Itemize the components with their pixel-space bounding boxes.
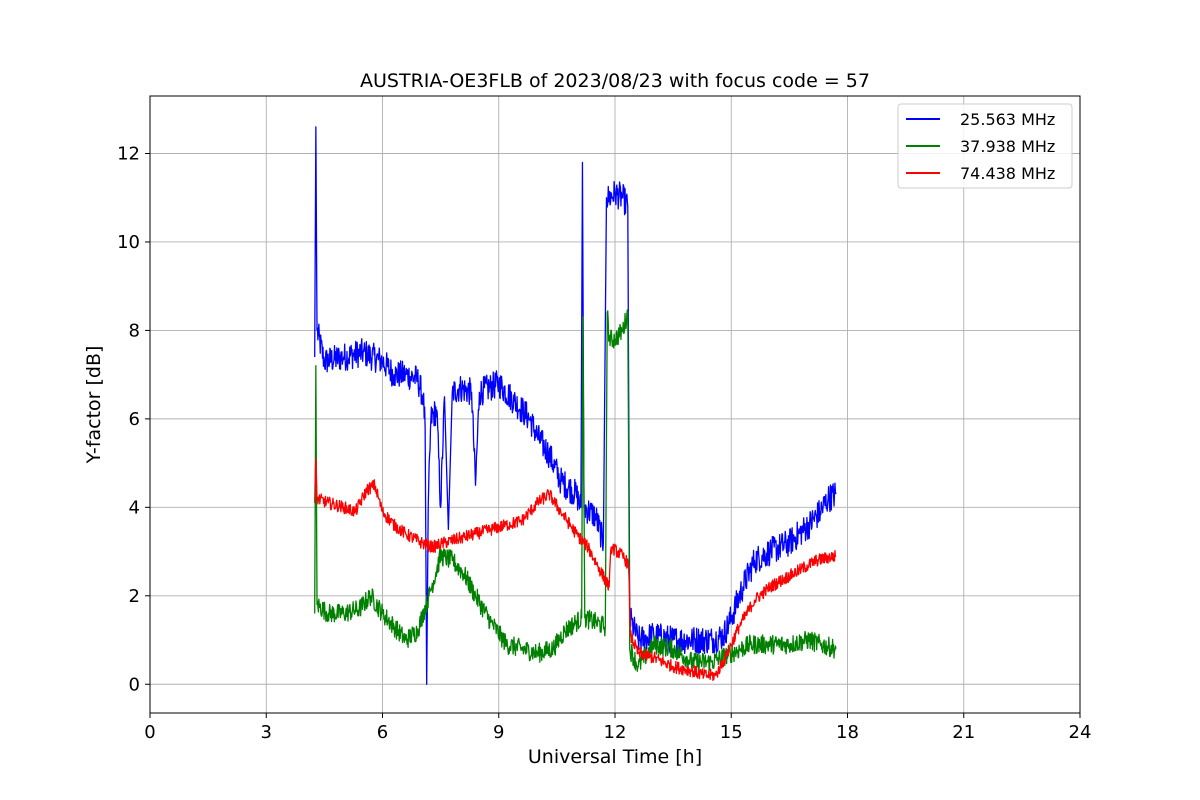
x-tick-label: 3 <box>261 722 272 743</box>
chart-title: AUSTRIA-OE3FLB of 2023/08/23 with focus … <box>360 70 870 92</box>
series-line-3 <box>314 458 837 682</box>
y-tick-label: 10 <box>117 232 140 253</box>
x-tick-label: 18 <box>836 722 859 743</box>
y-tick-label: 6 <box>129 409 140 430</box>
x-tick-label: 0 <box>144 722 155 743</box>
series-line-1 <box>314 126 837 685</box>
series-lines <box>314 126 837 685</box>
x-tick-label: 12 <box>604 722 627 743</box>
legend: 25.563 MHz 37.938 MHz 74.438 MHz <box>897 103 1073 189</box>
y-tick-label: 8 <box>129 320 140 341</box>
x-tick-label: 9 <box>493 722 504 743</box>
grid <box>149 96 1081 713</box>
legend-entry: 25.563 MHz <box>960 110 1055 129</box>
x-tick-label: 21 <box>952 722 975 743</box>
y-tick-label: 2 <box>129 586 140 607</box>
x-axis-label: Universal Time [h] <box>528 746 702 768</box>
legend-entry: 74.438 MHz <box>960 164 1055 183</box>
x-tick-label: 15 <box>720 722 743 743</box>
y-tick-label: 12 <box>117 143 140 164</box>
x-tick-label: 24 <box>1069 722 1092 743</box>
series-line-2 <box>314 309 837 673</box>
x-tick-label: 6 <box>377 722 388 743</box>
legend-box <box>897 103 1073 189</box>
y-tick-label: 0 <box>129 674 140 695</box>
y-axis-label: Y-factor [dB] <box>83 346 105 465</box>
y-tick-label: 4 <box>129 497 140 518</box>
legend-entry: 37.938 MHz <box>960 137 1055 156</box>
